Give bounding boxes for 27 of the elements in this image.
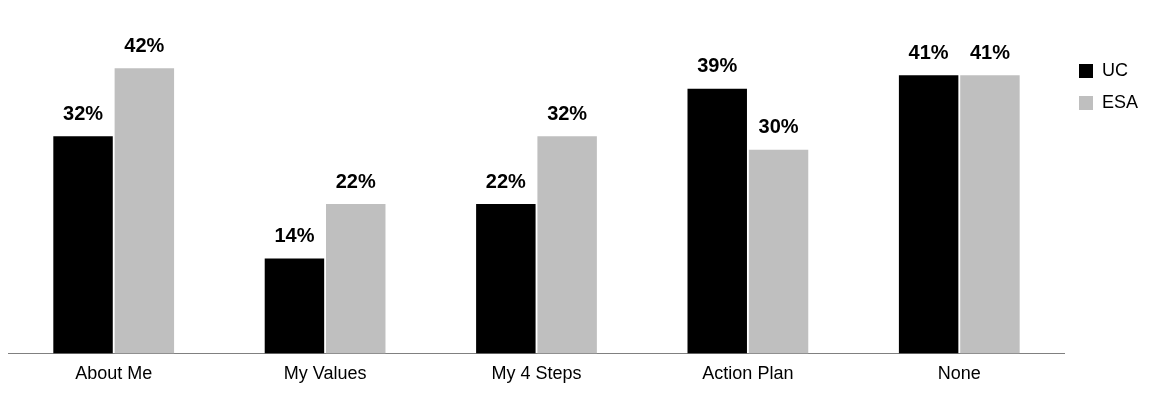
- data-label: 22%: [335, 169, 376, 192]
- x-tick-label: None: [937, 363, 981, 384]
- data-label: 39%: [697, 54, 738, 77]
- data-label: 22%: [485, 169, 527, 192]
- data-label: 32%: [547, 101, 588, 124]
- x-tick-label: Action Plan: [702, 363, 794, 384]
- bar: [326, 204, 386, 354]
- bar: [476, 204, 536, 354]
- bar: [114, 68, 175, 354]
- bar: [687, 88, 747, 354]
- legend-label: ESA: [1101, 91, 1139, 112]
- bar: [537, 136, 597, 354]
- x-tick-label: My 4 Steps: [491, 363, 582, 384]
- data-label: 32%: [63, 101, 104, 124]
- data-label: 14%: [274, 223, 315, 246]
- bar: [748, 149, 809, 354]
- data-label: 41%: [969, 40, 1011, 63]
- bar: [898, 75, 959, 354]
- bar: [53, 136, 113, 354]
- legend-label: UC: [1101, 59, 1128, 80]
- data-label: 41%: [908, 40, 949, 63]
- data-label: 30%: [758, 115, 799, 138]
- data-label: 42%: [124, 33, 165, 56]
- x-tick-label: My Values: [283, 363, 367, 384]
- x-tick-label: About Me: [75, 363, 153, 384]
- bar: [264, 258, 325, 354]
- bar: [960, 75, 1020, 354]
